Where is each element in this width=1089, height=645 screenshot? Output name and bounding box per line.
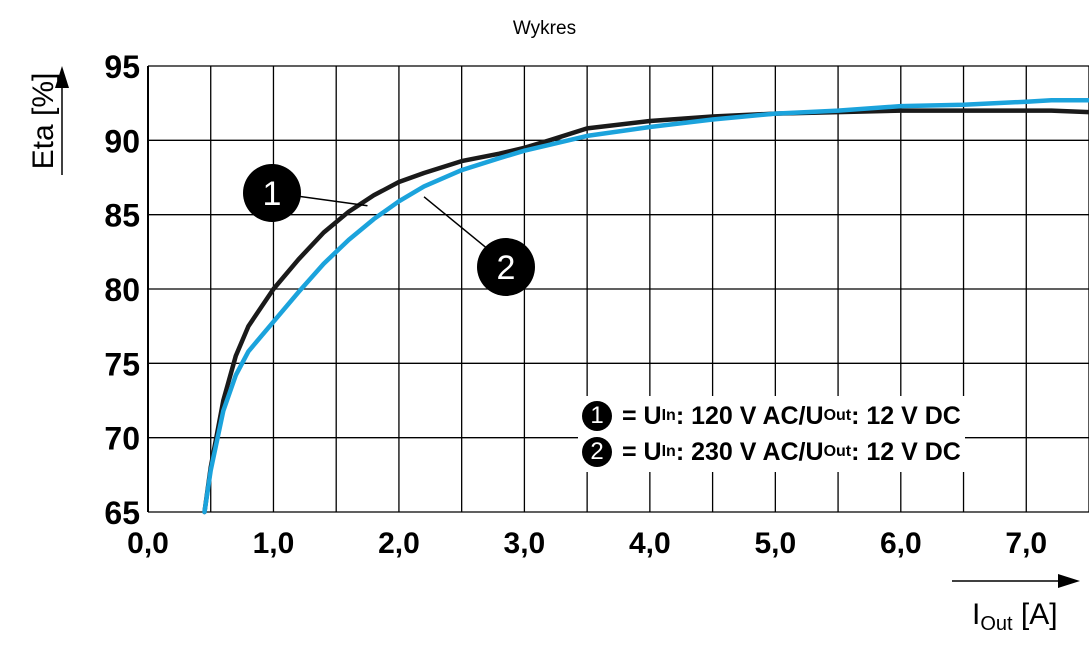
legend-text: : 12 V DC bbox=[851, 438, 961, 466]
x-tick-label: 7,0 bbox=[1005, 527, 1047, 560]
x-tick-label: 0,0 bbox=[127, 527, 169, 560]
legend-entry-2: 2 = U In: 230 V AC/U Out: 12 V DC bbox=[582, 434, 961, 470]
y-axis-arrow-head bbox=[55, 66, 69, 88]
legend-sub: In bbox=[661, 407, 676, 424]
callout-label-1: 1 bbox=[263, 175, 282, 213]
y-tick-label: 85 bbox=[104, 198, 140, 234]
y-tick-label: 95 bbox=[104, 49, 140, 85]
chart-series bbox=[202, 97, 1089, 515]
series-callouts: 12 bbox=[243, 164, 535, 296]
legend-text: = U bbox=[622, 402, 662, 430]
series-line-2 bbox=[202, 97, 1089, 515]
x-axis-label: IOut [A] bbox=[972, 598, 1058, 636]
x-tick-label: 4,0 bbox=[629, 527, 671, 560]
legend-text: : 120 V AC/U bbox=[675, 402, 824, 430]
y-tick-label: 90 bbox=[104, 123, 140, 159]
y-tick-label: 75 bbox=[104, 346, 140, 382]
legend-sub: Out bbox=[823, 443, 852, 460]
legend-marker-1: 1 bbox=[582, 401, 612, 431]
axis-arrows bbox=[55, 66, 1080, 588]
y-axis-label: Eta [%] bbox=[27, 72, 60, 170]
legend-text: = U bbox=[622, 438, 662, 466]
callout-gap-1 bbox=[366, 204, 375, 211]
y-tick-label: 80 bbox=[104, 272, 140, 308]
callout-leader-2 bbox=[423, 196, 494, 254]
y-tick-label: 70 bbox=[104, 421, 140, 457]
chart-title: Wykres bbox=[512, 18, 577, 39]
legend: 1 = U In: 120 V AC/U Out: 12 V DC 2 = U In:… bbox=[578, 396, 965, 472]
x-tick-label: 6,0 bbox=[880, 527, 922, 560]
legend-text: : 230 V AC/U bbox=[675, 438, 824, 466]
x-axis-label-sub: Out bbox=[980, 613, 1013, 635]
x-tick-labels: 0,0 1,0 2,0 3,0 4,0 5,0 6,0 7,0 bbox=[127, 527, 1047, 560]
legend-text: : 12 V DC bbox=[851, 402, 961, 430]
x-tick-label: 1,0 bbox=[253, 527, 295, 560]
callout-marker-2 bbox=[477, 238, 535, 296]
x-axis-arrow-head bbox=[1058, 574, 1080, 588]
x-axis-label-main: I bbox=[972, 598, 981, 631]
y-tick-label: 65 bbox=[104, 495, 140, 531]
legend-sub: In bbox=[661, 443, 676, 460]
x-tick-label: 5,0 bbox=[754, 527, 796, 560]
y-tick-labels: 65 70 75 80 85 90 95 bbox=[104, 49, 140, 531]
callout-marker-1 bbox=[243, 164, 301, 222]
x-tick-label: 2,0 bbox=[378, 527, 420, 560]
x-tick-label: 3,0 bbox=[504, 527, 546, 560]
x-axis-label-unit: [A] bbox=[1012, 598, 1058, 631]
legend-entry-1: 1 = U In: 120 V AC/U Out: 12 V DC bbox=[582, 398, 961, 434]
callout-label-2: 2 bbox=[497, 249, 516, 287]
series-line-1 bbox=[202, 108, 1089, 515]
legend-sub: Out bbox=[823, 407, 852, 424]
legend-marker-2: 2 bbox=[582, 437, 612, 467]
